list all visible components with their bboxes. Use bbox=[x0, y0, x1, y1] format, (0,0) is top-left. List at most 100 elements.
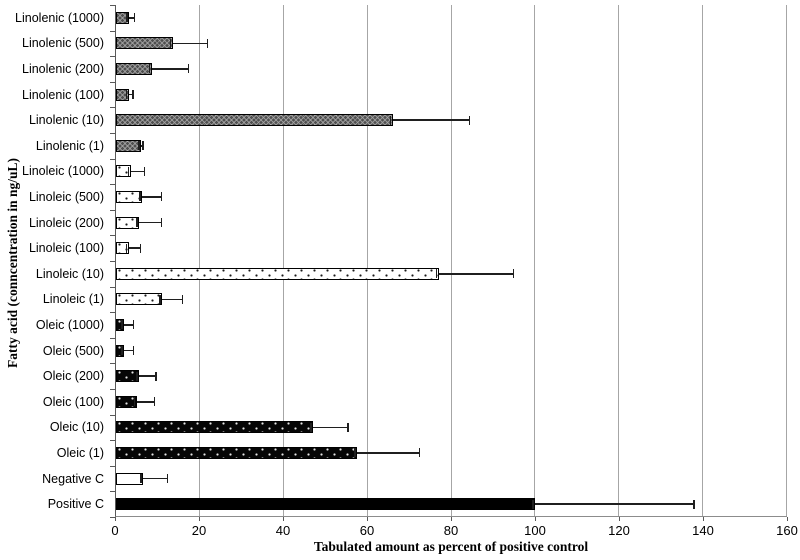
error-bar-cap-low bbox=[435, 269, 438, 279]
bar-row bbox=[116, 491, 787, 517]
error-bar-cap-high bbox=[133, 13, 136, 23]
error-bar-cap-high bbox=[160, 218, 163, 228]
y-axis-tick bbox=[110, 389, 115, 390]
x-tick-label: 0 bbox=[111, 523, 119, 538]
category-label: Linolenic (1000) bbox=[15, 10, 104, 25]
bar-linoleic bbox=[116, 190, 143, 203]
bar-row bbox=[116, 5, 787, 31]
error-bar-cap-high bbox=[139, 243, 142, 253]
bar-linolenic bbox=[116, 62, 152, 75]
bar-linolenic bbox=[116, 114, 393, 127]
y-axis-tick bbox=[110, 235, 115, 237]
category-label: Linoleic (1000) bbox=[22, 164, 104, 179]
bar-linolenic bbox=[116, 88, 129, 101]
error-bar-line bbox=[392, 119, 471, 121]
error-bar-cap-low bbox=[133, 397, 136, 407]
bar-linoleic bbox=[116, 165, 131, 178]
x-tick-label: 140 bbox=[692, 523, 714, 538]
error-bar-cap-high bbox=[153, 397, 155, 407]
error-bar-cap-low bbox=[125, 243, 128, 253]
error-bar-cap-low bbox=[139, 192, 141, 202]
error-bar-cap-low bbox=[136, 371, 138, 381]
error-bar-cap-high bbox=[143, 166, 146, 176]
bar-row bbox=[116, 363, 787, 389]
error-bar-cap-low bbox=[354, 448, 356, 458]
bar-oleic bbox=[116, 421, 314, 434]
x-tick-label: 160 bbox=[776, 523, 798, 538]
category-label: Linoleic (10) bbox=[35, 266, 104, 281]
error-bar-cap-low bbox=[169, 38, 172, 48]
y-axis-tick bbox=[110, 56, 115, 58]
bar-row bbox=[116, 210, 787, 236]
x-tick-label: 40 bbox=[275, 523, 291, 538]
category-label: Oleic (200) bbox=[42, 369, 104, 384]
category-label: Linolenic (100) bbox=[22, 87, 104, 102]
bar-row bbox=[116, 235, 787, 261]
x-tick-label: 60 bbox=[359, 523, 375, 538]
error-bar-line bbox=[438, 273, 515, 275]
gridline bbox=[366, 5, 368, 516]
category-label: Oleic (1000) bbox=[35, 317, 104, 332]
error-bar-cap-low bbox=[126, 13, 128, 23]
bar-linolenic bbox=[116, 37, 173, 50]
x-axis-tick bbox=[114, 517, 116, 521]
y-axis-tick bbox=[110, 363, 115, 365]
bar-positive bbox=[116, 498, 536, 511]
error-bar-line bbox=[128, 247, 142, 249]
bar-oleic bbox=[116, 318, 125, 331]
error-bar-cap-low bbox=[310, 422, 312, 432]
y-axis-tick bbox=[110, 30, 115, 32]
y-axis-tick bbox=[110, 491, 115, 493]
error-bar-cap-low bbox=[389, 115, 392, 125]
error-bar-line bbox=[142, 196, 163, 198]
y-axis-tick bbox=[110, 184, 115, 186]
bar-row bbox=[116, 107, 787, 133]
x-axis-tick bbox=[450, 517, 452, 521]
bar-row bbox=[116, 440, 787, 466]
bar-row bbox=[116, 184, 787, 210]
x-axis-tick bbox=[702, 517, 704, 521]
y-axis-tick bbox=[110, 209, 115, 211]
bar-row bbox=[116, 82, 787, 108]
error-bar-line bbox=[139, 375, 157, 377]
error-bar-line bbox=[143, 477, 169, 480]
error-bar-cap-high bbox=[468, 115, 471, 125]
error-bar-cap-low bbox=[138, 141, 140, 151]
error-bar-cap-high bbox=[155, 371, 157, 381]
category-label: Positive C bbox=[47, 497, 104, 512]
error-bar-cap-high bbox=[418, 448, 421, 458]
bar-row bbox=[116, 338, 787, 364]
error-bar-cap-high bbox=[142, 141, 144, 151]
error-bar-cap-high bbox=[132, 320, 135, 330]
bar-linoleic bbox=[116, 216, 140, 229]
bar-linolenic bbox=[116, 11, 130, 24]
bar-row bbox=[116, 261, 787, 287]
y-axis-tick bbox=[110, 440, 115, 442]
error-bar-cap-low bbox=[159, 294, 161, 304]
bar-row bbox=[116, 31, 787, 57]
y-axis-tick bbox=[110, 312, 115, 314]
bar-row bbox=[116, 415, 787, 441]
x-axis: 0 20 40 60 80 100 120 140 160 bbox=[111, 517, 798, 547]
error-bar-line bbox=[357, 452, 421, 454]
category-label: Linoleic (200) bbox=[28, 215, 104, 230]
y-axis-tick bbox=[110, 158, 115, 160]
category-label: Oleic (500) bbox=[42, 343, 104, 358]
gridline bbox=[618, 5, 620, 516]
bar-row bbox=[116, 312, 787, 338]
error-bar-cap-low bbox=[140, 474, 142, 484]
bar-linolenic bbox=[116, 139, 142, 152]
category-label: Linolenic (200) bbox=[22, 61, 104, 76]
error-bar-line bbox=[139, 221, 163, 224]
error-bar-cap-high bbox=[693, 499, 695, 509]
error-bar-line bbox=[130, 170, 146, 173]
y-axis-tick bbox=[110, 465, 115, 467]
x-tick-label: 20 bbox=[191, 523, 207, 538]
error-bar-cap-low bbox=[148, 64, 151, 74]
y-axis-tick bbox=[110, 107, 115, 109]
error-bar-line bbox=[535, 503, 695, 505]
error-bar-cap-high bbox=[512, 269, 515, 279]
x-axis-tick bbox=[198, 517, 200, 521]
category-label: Oleic (10) bbox=[49, 420, 104, 435]
